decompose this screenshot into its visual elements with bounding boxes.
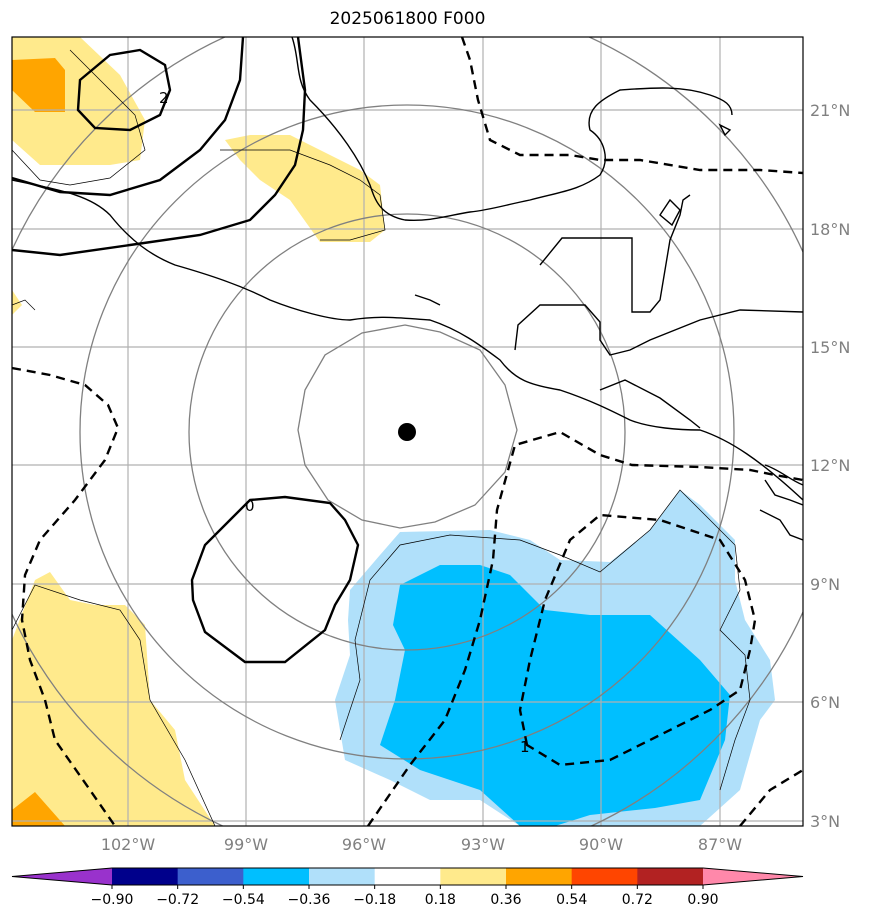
colorbar-tick-label: −0.72 <box>156 892 199 908</box>
lon-label: 90°W <box>579 835 623 854</box>
lon-labels: 102°W 99°W 96°W 93°W 90°W 87°W <box>101 835 742 854</box>
map-title: 2025061800 F000 <box>329 9 486 29</box>
colorbar-tick-label: −0.90 <box>91 892 134 908</box>
colorbar-tick-label: 0.54 <box>556 892 587 908</box>
colorbar-tick-label: −0.36 <box>288 892 331 908</box>
coastlines <box>12 37 803 541</box>
colorbar-segment <box>440 868 507 885</box>
colorbar-tick-label: 0.90 <box>687 892 718 908</box>
lon-label: 99°W <box>224 835 268 854</box>
map-frame <box>11 36 804 827</box>
colorbar-segment <box>177 868 244 885</box>
lat-label: 6°N <box>810 693 840 712</box>
lat-label: 3°N <box>810 812 840 831</box>
lat-labels: 21°N 18°N 15°N 12°N 9°N 6°N 3°N <box>810 101 850 831</box>
colorbar: −0.90 −0.72 −0.54 −0.36 −0.18 0.18 0.36 0.54 0.7… <box>11 867 804 908</box>
colorbar-segment <box>637 868 704 885</box>
solid-contours <box>12 37 360 664</box>
lat-label: 15°N <box>810 338 850 357</box>
colorbar-segment <box>309 868 376 885</box>
lon-label: 102°W <box>101 835 156 854</box>
colorbar-tick-label: 0.72 <box>622 892 653 908</box>
lat-lon-grid <box>12 37 803 826</box>
colorbar-segment <box>506 868 573 885</box>
range-rings <box>12 37 803 826</box>
storm-center-marker <box>398 423 416 441</box>
colorbar-segment <box>112 868 179 885</box>
contour-label-2: 2 <box>159 89 169 107</box>
colorbar-tick-label: 0.18 <box>425 892 456 908</box>
blue-negative-fields <box>335 490 775 826</box>
contour-label-0: 0 <box>245 497 255 515</box>
lon-label: 93°W <box>461 835 505 854</box>
map-area: 2 0 1 <box>12 37 803 826</box>
colorbar-segment <box>243 868 310 885</box>
dashed-contours <box>12 37 803 826</box>
colorbar-extend-low <box>12 868 112 885</box>
colorbar-segment <box>571 868 638 885</box>
colorbar-segment <box>374 868 441 885</box>
colorbar-extend-high <box>703 868 803 885</box>
lat-label: 18°N <box>810 220 850 239</box>
colorbar-tick-label: −0.54 <box>222 892 265 908</box>
lon-label: 87°W <box>698 835 742 854</box>
contour-label-1: 1 <box>520 738 530 756</box>
lat-label: 12°N <box>810 456 850 475</box>
colorbar-tick-label: −0.18 <box>353 892 396 908</box>
orange-positive-fields <box>12 58 65 826</box>
colorbar-tick-label: 0.36 <box>490 892 521 908</box>
lat-label: 21°N <box>810 101 850 120</box>
lon-label: 96°W <box>342 835 386 854</box>
lat-label: 9°N <box>810 575 840 594</box>
